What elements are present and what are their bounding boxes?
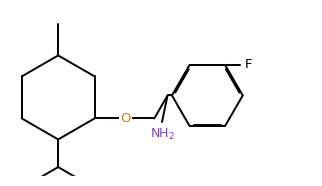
Text: O: O	[120, 112, 131, 125]
Text: F: F	[245, 58, 252, 71]
Text: NH$_2$: NH$_2$	[149, 126, 175, 142]
